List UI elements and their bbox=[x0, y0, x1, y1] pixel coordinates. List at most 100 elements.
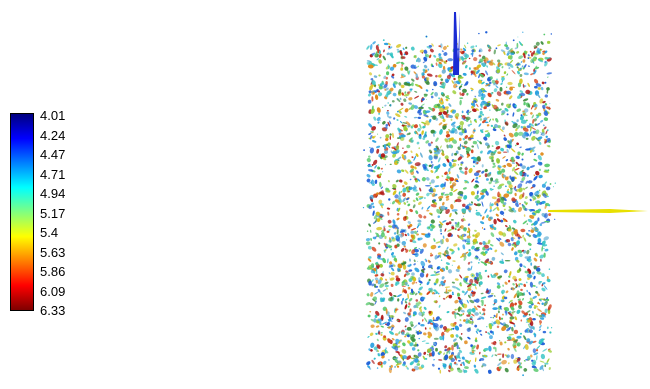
isosurface-particle bbox=[470, 201, 474, 204]
isosurface-particle bbox=[401, 154, 405, 158]
isosurface-particle bbox=[488, 49, 491, 52]
isosurface-speck bbox=[437, 367, 441, 370]
isosurface-particle bbox=[425, 89, 429, 92]
isosurface-particle bbox=[450, 334, 454, 338]
isosurface-particle bbox=[493, 82, 497, 86]
isosurface-particle bbox=[383, 49, 385, 53]
isosurface-particle bbox=[407, 293, 409, 299]
isosurface-speck bbox=[522, 31, 524, 33]
isosurface-particle bbox=[452, 90, 457, 95]
isosurface-particle bbox=[508, 206, 512, 210]
isosurface-particle bbox=[376, 107, 381, 113]
isosurface-particle bbox=[498, 183, 505, 187]
isosurface-particle bbox=[439, 283, 441, 287]
isosurface-speck bbox=[511, 120, 513, 123]
isosurface-particle bbox=[485, 70, 489, 76]
isosurface-particle bbox=[453, 312, 458, 315]
isosurface-particle bbox=[535, 267, 541, 272]
isosurface-particle bbox=[545, 186, 551, 191]
isosurface-particle bbox=[499, 306, 503, 310]
isosurface-particle bbox=[517, 82, 522, 88]
isosurface-particle bbox=[430, 187, 433, 191]
isosurface-particle bbox=[543, 117, 549, 121]
isosurface-particle bbox=[417, 219, 422, 223]
isosurface-particle bbox=[534, 253, 538, 257]
isosurface-particle bbox=[402, 147, 404, 149]
isosurface-particle bbox=[463, 255, 467, 261]
isosurface-particle bbox=[529, 340, 533, 345]
isosurface-speck bbox=[451, 291, 454, 294]
isosurface-particle bbox=[526, 249, 530, 255]
isosurface-particle bbox=[536, 47, 541, 54]
isosurface-particle bbox=[367, 99, 372, 104]
isosurface-particle bbox=[512, 283, 515, 286]
isosurface-particle bbox=[546, 326, 549, 330]
isosurface-speck bbox=[424, 197, 426, 199]
isosurface-particle bbox=[415, 130, 419, 136]
isosurface-particle bbox=[460, 124, 463, 131]
isosurface-speck bbox=[490, 316, 492, 319]
isosurface-speck bbox=[520, 114, 523, 117]
isosurface-particle bbox=[503, 134, 506, 137]
isosurface-particle bbox=[441, 276, 445, 280]
isosurface-particle bbox=[495, 315, 498, 318]
isosurface-particle bbox=[370, 202, 374, 206]
isosurface-particle bbox=[467, 288, 472, 291]
isosurface-particle bbox=[409, 88, 413, 90]
isosurface-particle bbox=[544, 61, 548, 67]
isosurface-particle bbox=[448, 171, 451, 175]
isosurface-particle bbox=[410, 234, 415, 239]
isosurface-particle bbox=[390, 267, 395, 272]
isosurface-particle bbox=[449, 180, 452, 184]
isosurface-particle bbox=[500, 82, 503, 85]
isosurface-particle bbox=[451, 209, 458, 212]
isosurface-particle bbox=[462, 227, 467, 232]
isosurface-particle bbox=[426, 192, 430, 197]
isosurface-particle bbox=[426, 281, 430, 286]
isosurface-particle bbox=[454, 308, 457, 311]
isosurface-particle bbox=[493, 299, 498, 304]
isosurface-particle bbox=[402, 192, 407, 197]
isosurface-speck bbox=[406, 96, 408, 98]
isosurface-particle bbox=[517, 70, 520, 75]
isosurface-particle bbox=[537, 308, 542, 313]
isosurface-particle bbox=[519, 263, 523, 267]
isosurface-particle bbox=[536, 271, 542, 275]
isosurface-particle bbox=[483, 117, 488, 121]
isosurface-particle bbox=[466, 203, 473, 206]
isosurface-particle bbox=[418, 301, 422, 305]
isosurface-particle bbox=[430, 219, 435, 224]
isosurface-particle bbox=[433, 282, 437, 286]
isosurface-speck bbox=[475, 209, 478, 212]
isosurface-particle bbox=[413, 354, 420, 359]
isosurface-particle bbox=[453, 342, 458, 348]
isosurface-particle bbox=[494, 123, 499, 128]
isosurface-particle bbox=[526, 166, 530, 171]
isosurface-speck bbox=[480, 90, 483, 93]
isosurface-particle bbox=[427, 331, 433, 337]
isosurface-particle bbox=[533, 275, 536, 280]
isosurface-particle bbox=[474, 229, 477, 232]
isosurface-particle bbox=[445, 295, 449, 299]
isosurface-particle bbox=[387, 180, 390, 183]
isosurface-particle bbox=[538, 174, 543, 179]
color-legend-label: 4.47 bbox=[40, 147, 66, 162]
isosurface-particle bbox=[503, 219, 506, 222]
isosurface-particle bbox=[460, 163, 463, 166]
isosurface-particle bbox=[372, 159, 378, 166]
isosurface-particle bbox=[523, 335, 527, 341]
isosurface-particle bbox=[386, 207, 391, 210]
isosurface-particle bbox=[530, 229, 535, 233]
isosurface-particle bbox=[382, 55, 386, 61]
isosurface-particle bbox=[536, 355, 538, 361]
isosurface-particle bbox=[386, 111, 390, 115]
isosurface-particle bbox=[437, 245, 441, 248]
isosurface-particle bbox=[453, 189, 458, 193]
isosurface-particle bbox=[379, 181, 382, 188]
isosurface-particle bbox=[544, 181, 547, 185]
isosurface-particle bbox=[474, 368, 479, 374]
isosurface-particle bbox=[458, 354, 461, 360]
isosurface-particle bbox=[419, 123, 422, 129]
